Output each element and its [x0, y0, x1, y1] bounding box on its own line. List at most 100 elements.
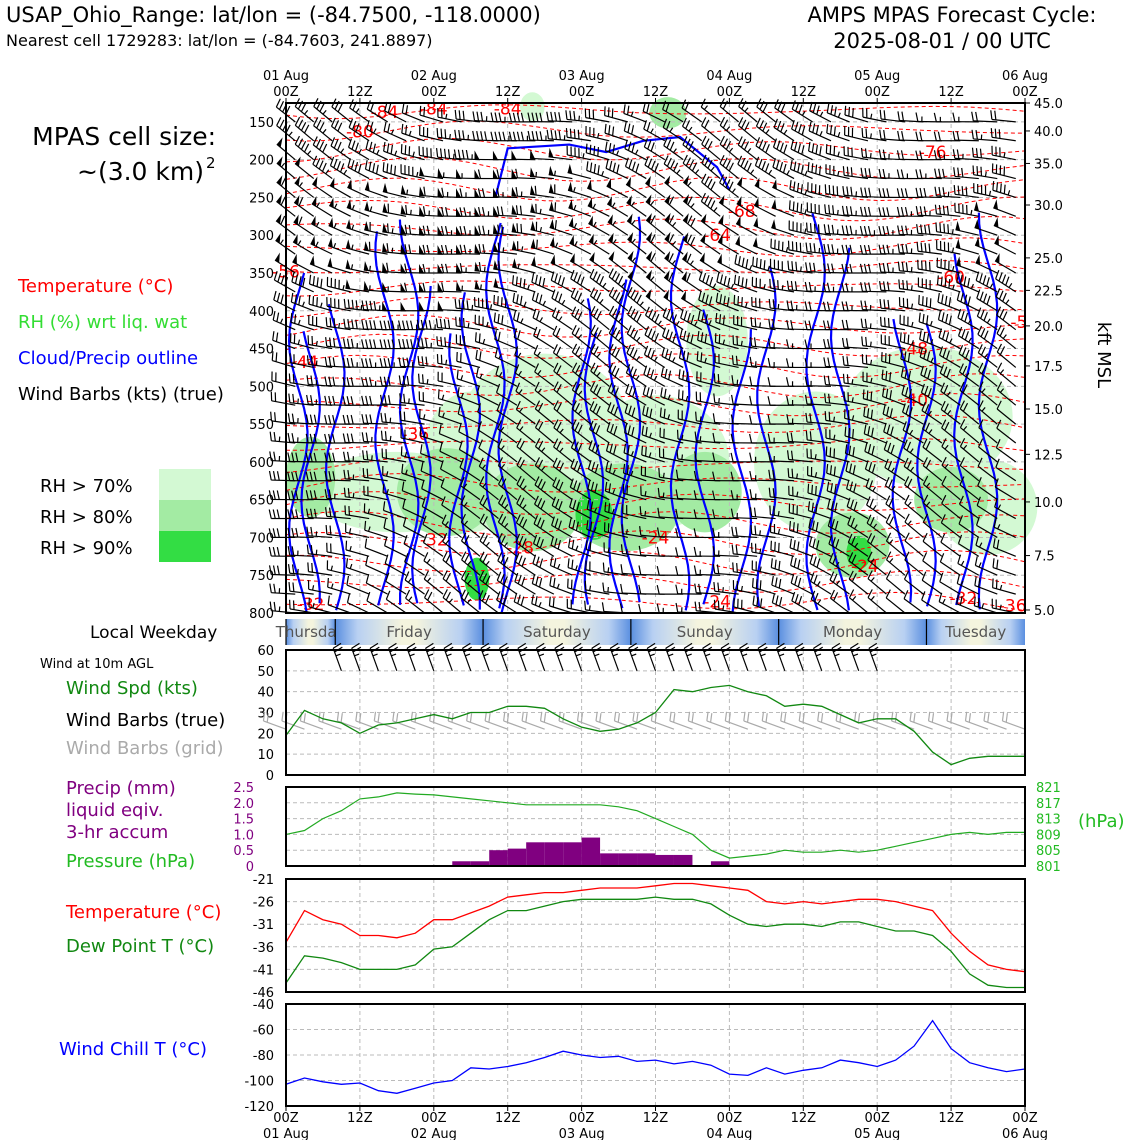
upper-wind-barb-tick: [270, 411, 273, 421]
upper-wind-barb-tick: [690, 217, 696, 227]
upper-wind-barb-tick: [567, 558, 570, 568]
upper-wind-barb-tick: [339, 163, 345, 173]
upper-wind-barb: [363, 269, 388, 274]
upper-wind-barb-tick: [818, 165, 821, 175]
upper-wind-barb-tick: [538, 577, 543, 588]
upper-wind-barb-tick: [952, 149, 956, 159]
upper-wind-barb-tick: [313, 471, 317, 481]
upper-wind-barb-tick: [889, 390, 893, 400]
upper-wind-barb-tick: [324, 489, 328, 499]
upper-wind-barb-tick: [297, 119, 304, 129]
upper-wind-barb-tick: [478, 457, 484, 467]
upper-wind-barb-half: [870, 359, 873, 365]
upper-wind-barb-tick: [627, 286, 633, 296]
upper-wind-barb-tick: [571, 381, 578, 391]
upper-wind-barb-tick: [900, 206, 904, 217]
upper-wind-barb-half: [1007, 190, 1011, 196]
upper-wind-barb-tick: [538, 421, 544, 431]
upper-wind-barb-flag: [363, 280, 369, 291]
upper-wind-barb-tick: [940, 514, 946, 524]
upper-wind-barb: [696, 400, 721, 406]
upper-wind-barb-tick: [287, 471, 291, 481]
upper-wind-barb-tick: [867, 226, 872, 236]
upper-wind-barb-tick: [638, 603, 642, 614]
upper-wind-barb-tick: [379, 376, 383, 386]
upper-wind-barb-tick: [481, 592, 487, 602]
upper-wind-barb-flag: [646, 213, 652, 224]
upper-wind-barb-tick: [593, 346, 599, 355]
upper-wind-barb-tick: [496, 401, 502, 411]
upper-wind-barb-tick: [424, 319, 428, 330]
upper-wind-barb-tick: [716, 564, 720, 574]
upper-wind-barb-half: [467, 598, 472, 604]
upper-wind-barb-half: [817, 599, 822, 605]
upper-wind-barb-tick: [310, 375, 313, 385]
upper-wind-barb-tick: [719, 174, 725, 184]
upper-wind-barb-flag: [311, 215, 316, 227]
upper-wind-barb-tick: [476, 111, 480, 121]
upper-wind-barb-tick: [444, 337, 447, 347]
upper-wind-barb: [921, 599, 943, 614]
upper-wind-barb-half: [449, 133, 451, 140]
upper-wind-barb-tick: [565, 110, 568, 120]
upper-wind-barb-tick: [859, 226, 864, 236]
upper-wind-barb-tick: [362, 468, 365, 478]
y-tick-label: 20: [257, 727, 274, 742]
upper-wind-barb-half: [522, 485, 527, 490]
upper-wind-barb-tick: [647, 347, 652, 357]
upper-wind-barb-tick: [422, 206, 426, 216]
sfc-wind-barb: [369, 648, 379, 672]
upper-wind-barb: [825, 365, 850, 369]
upper-wind-barb-tick: [382, 162, 385, 172]
rh-region-11: [667, 451, 742, 533]
upper-wind-barb-tick: [350, 396, 354, 406]
upper-wind-barb-tick: [576, 274, 582, 284]
upper-wind-barb-tick: [996, 539, 1000, 549]
upper-wind-barb-flag: [511, 222, 517, 233]
upper-wind-barb-tick: [464, 572, 470, 582]
pressure-tick-label: 150: [249, 116, 274, 131]
upper-wind-barb-tick: [863, 226, 868, 236]
upper-wind-barb-half: [783, 129, 788, 135]
upper-wind-barb-tick: [690, 236, 696, 246]
upper-wind-barb-flag: [419, 282, 425, 292]
upper-wind-barb-tick: [515, 533, 521, 543]
upper-wind-barb-tick: [918, 295, 920, 305]
upper-wind-barb-tick: [807, 162, 810, 172]
upper-wind-barb-half: [749, 265, 753, 271]
upper-wind-barb-tick: [479, 351, 482, 361]
sfc-wind-barb-tick: [757, 642, 767, 649]
sfc-wind-barb-tick: [443, 642, 453, 649]
upper-wind-barb-tick: [571, 306, 577, 316]
upper-wind-barb-tick: [310, 395, 313, 405]
upper-wind-barb-tick: [297, 138, 304, 148]
upper-wind-barb: [530, 229, 555, 236]
cloud-outline: [669, 236, 691, 611]
upper-wind-barb-tick: [977, 325, 983, 335]
upper-wind-barb-flag: [736, 215, 741, 226]
top-date-label: 04 Aug: [706, 69, 752, 84]
upper-wind-barb-tick: [472, 130, 476, 141]
upper-wind-barb-tick: [586, 161, 589, 171]
upper-wind-barb-tick: [867, 206, 872, 217]
upper-wind-barb-tick: [824, 184, 827, 194]
upper-wind-barb-tick: [305, 414, 309, 424]
upper-wind-barb-tick: [668, 253, 674, 262]
upper-wind-barb-half: [519, 407, 524, 413]
upper-wind-barb-tick: [601, 602, 605, 612]
upper-wind-barb: [751, 497, 776, 501]
upper-wind-barb-tick: [534, 495, 539, 505]
upper-wind-barb-tick: [961, 186, 964, 196]
upper-wind-barb-tick: [322, 143, 328, 153]
temp-contour-label: -24: [703, 593, 731, 613]
upper-wind-barb-half: [804, 170, 808, 176]
upper-wind-barb-tick: [654, 162, 659, 172]
grid-wind-barb-tick: [539, 711, 543, 722]
upper-wind-barb-tick: [531, 112, 535, 122]
upper-wind-barb-tick: [870, 409, 874, 419]
upper-wind-barb-tick: [373, 339, 377, 349]
upper-wind-barb-tick: [597, 147, 600, 157]
legend-wind-speed: Wind Spd (kts): [66, 678, 198, 699]
upper-wind-barb: [292, 261, 314, 274]
precip-tick-label: 0: [246, 860, 254, 875]
